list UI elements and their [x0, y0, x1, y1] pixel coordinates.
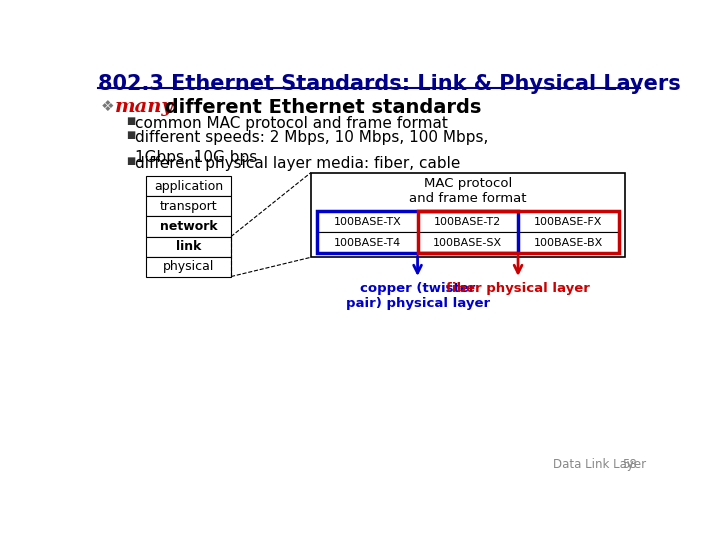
- Text: ❖: ❖: [101, 99, 114, 114]
- Text: 100BASE-BX: 100BASE-BX: [534, 238, 603, 248]
- Text: 100BASE-SX: 100BASE-SX: [433, 238, 503, 248]
- Text: link: link: [176, 240, 201, 253]
- Text: fiber physical layer: fiber physical layer: [446, 282, 590, 295]
- Text: physical: physical: [163, 260, 214, 273]
- Text: different physical layer media: fiber, cable: different physical layer media: fiber, c…: [135, 156, 460, 171]
- Text: many: many: [114, 98, 174, 116]
- FancyBboxPatch shape: [145, 197, 231, 217]
- FancyBboxPatch shape: [418, 232, 518, 253]
- Text: copper (twister
pair) physical layer: copper (twister pair) physical layer: [346, 282, 490, 310]
- FancyBboxPatch shape: [317, 232, 418, 253]
- FancyBboxPatch shape: [418, 211, 518, 232]
- FancyBboxPatch shape: [311, 173, 625, 257]
- Text: ■: ■: [126, 156, 135, 166]
- Text: different Ethernet standards: different Ethernet standards: [158, 98, 482, 117]
- FancyBboxPatch shape: [518, 211, 618, 232]
- FancyBboxPatch shape: [145, 256, 231, 276]
- Text: ■: ■: [126, 116, 135, 126]
- Text: ■: ■: [126, 130, 135, 140]
- Text: transport: transport: [160, 200, 217, 213]
- FancyBboxPatch shape: [145, 237, 231, 256]
- FancyBboxPatch shape: [518, 232, 618, 253]
- Text: 100BASE-FX: 100BASE-FX: [534, 217, 603, 227]
- FancyBboxPatch shape: [145, 177, 231, 197]
- Text: 802.3 Ethernet Standards: Link & Physical Layers: 802.3 Ethernet Standards: Link & Physica…: [98, 74, 680, 94]
- Text: common MAC protocol and frame format: common MAC protocol and frame format: [135, 116, 448, 131]
- Text: 100BASE-TX: 100BASE-TX: [333, 217, 401, 227]
- Text: Data Link Layer: Data Link Layer: [554, 458, 647, 471]
- Text: application: application: [154, 180, 223, 193]
- Text: different speeds: 2 Mbps, 10 Mbps, 100 Mbps,
1Gbps, 10G bps: different speeds: 2 Mbps, 10 Mbps, 100 M…: [135, 130, 488, 165]
- FancyBboxPatch shape: [317, 211, 418, 232]
- Text: 100BASE-T4: 100BASE-T4: [333, 238, 401, 248]
- FancyBboxPatch shape: [145, 217, 231, 237]
- Text: 100BASE-T2: 100BASE-T2: [434, 217, 501, 227]
- Text: network: network: [160, 220, 217, 233]
- Text: MAC protocol
and frame format: MAC protocol and frame format: [409, 177, 526, 205]
- Text: 58: 58: [622, 458, 637, 471]
